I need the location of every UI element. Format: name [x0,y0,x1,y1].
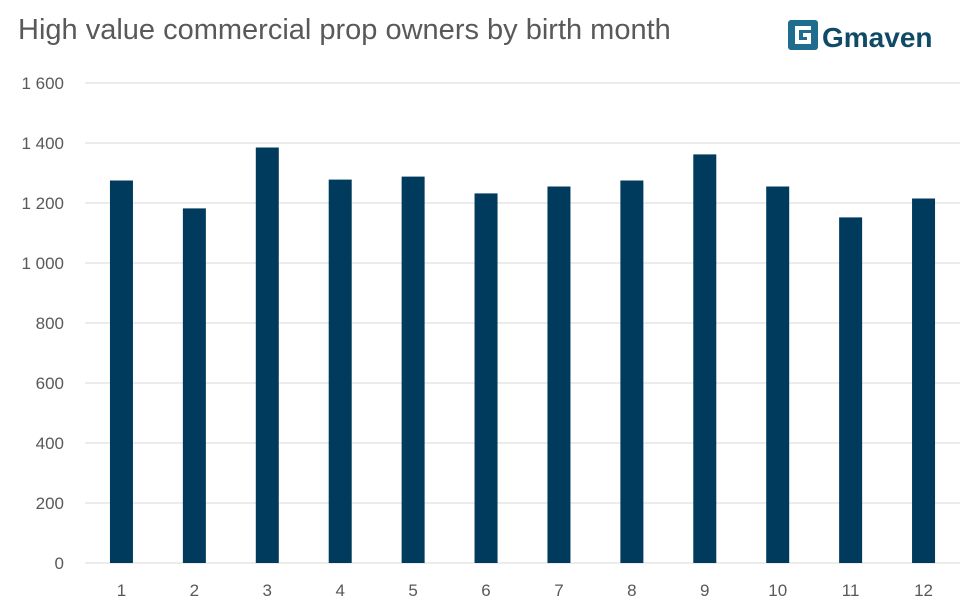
bar-month-11 [839,217,863,563]
logo-g-mark [795,26,811,44]
x-tick-label: 3 [263,581,272,600]
bar-month-1 [109,180,133,563]
gridlines [85,82,960,564]
bars [109,147,936,563]
x-tick-label: 11 [842,581,860,600]
x-tick-label: 12 [914,581,933,600]
bar-month-10 [766,186,790,563]
x-tick-label: 6 [481,581,490,600]
x-tick-label: 10 [768,581,787,600]
bar-month-6 [474,193,498,563]
x-tick-label: 7 [554,581,563,600]
y-tick-label: 1 400 [21,134,64,153]
bar-month-8 [620,180,644,563]
logo-text: Gmaven [822,22,933,53]
bar-month-4 [328,179,352,563]
y-tick-label: 1 200 [21,194,64,213]
bar-month-3 [255,147,279,563]
y-tick-label: 1 000 [21,254,64,273]
x-tick-label: 4 [335,581,344,600]
y-tick-label: 800 [36,314,64,333]
bar-month-9 [693,154,717,563]
bar-month-12 [912,198,936,563]
x-tick-label: 9 [700,581,709,600]
bar-month-2 [182,208,206,563]
y-tick-label: 600 [36,374,64,393]
bar-month-7 [547,186,571,563]
chart-title: High value commercial prop owners by bir… [18,14,671,46]
y-tick-label: 0 [55,554,64,573]
x-tick-label: 5 [408,581,417,600]
x-tick-label: 1 [117,581,126,600]
x-axis-tick-labels: 1 2 3 4 5 6 7 8 9 10 11 12 [117,581,933,600]
x-tick-label: 2 [190,581,199,600]
y-axis-tick-labels: 0 200 400 600 800 1 000 1 200 1 400 1 600 [21,74,64,573]
x-tick-label: 8 [627,581,636,600]
y-tick-label: 1 600 [21,74,64,93]
y-tick-label: 200 [36,494,64,513]
y-tick-label: 400 [36,434,64,453]
gmaven-logo: Gmaven [788,20,933,53]
bar-month-5 [401,176,425,563]
